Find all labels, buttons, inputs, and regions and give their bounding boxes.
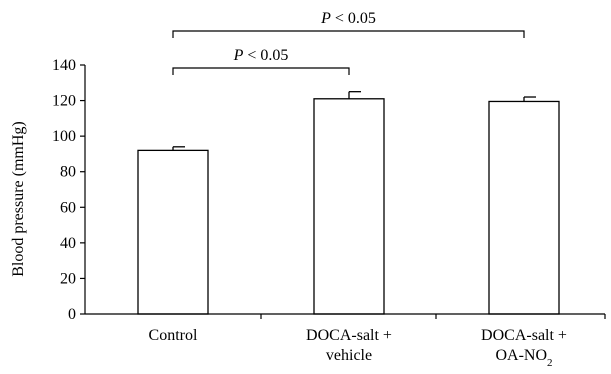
y-tick-label: 80 <box>60 164 76 181</box>
bar <box>313 98 385 315</box>
y-tick-label: 20 <box>60 270 76 287</box>
x-category-label: Control <box>149 327 198 344</box>
x-category-label: DOCA-salt + vehicle <box>306 327 392 364</box>
bar <box>137 149 209 315</box>
y-axis: 0 20 40 60 80 100 120 140 <box>52 57 86 323</box>
y-tick-label: 60 <box>60 199 76 216</box>
significance-label: P < 0.05 <box>233 47 289 64</box>
significance-bracket <box>172 67 350 75</box>
y-tick-label: 100 <box>52 128 76 145</box>
bars <box>137 91 560 315</box>
significance-brackets: P < 0.05 P < 0.05 <box>172 10 525 75</box>
significance-bracket <box>172 30 525 38</box>
y-tick-label: 0 <box>68 306 76 323</box>
y-tick-label: 40 <box>60 235 76 252</box>
x-axis: Control DOCA-salt + vehicle DOCA-salt + OA-N… <box>85 313 606 369</box>
y-axis-title: Blood pressure (mmHg) <box>10 121 27 277</box>
y-tick-label: 140 <box>52 57 76 74</box>
significance-label: P < 0.05 <box>320 10 376 27</box>
bar <box>488 100 560 315</box>
x-category-label: DOCA-salt + OA-NO2 <box>481 327 567 369</box>
y-tick-label: 120 <box>52 93 76 110</box>
